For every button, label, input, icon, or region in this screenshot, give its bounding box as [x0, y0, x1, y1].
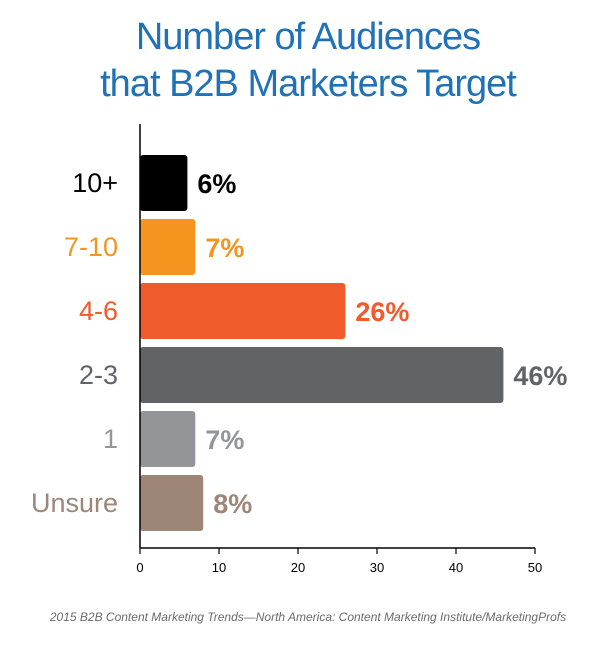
value-label-4: 7% [205, 425, 244, 455]
category-label-1: 7-10 [64, 232, 118, 262]
x-tick-label-4: 40 [449, 560, 463, 575]
x-tick-label-1: 10 [212, 560, 226, 575]
category-label-3: 2-3 [79, 360, 118, 390]
chart-title-line-2: that B2B Marketers Target [100, 63, 517, 105]
category-label-4: 1 [103, 424, 118, 454]
category-label-5: Unsure [31, 488, 118, 518]
bar-0 [140, 155, 188, 211]
bar-4 [140, 411, 196, 467]
bar-2 [140, 283, 346, 339]
bar-1 [140, 219, 196, 275]
category-label-2: 4-6 [79, 296, 118, 326]
value-label-1: 7% [205, 233, 244, 263]
value-label-5: 8% [213, 489, 252, 519]
chart-title-line-1: Number of Audiences [135, 16, 481, 58]
chart-title: Number of Audiences that B2B Marketers T… [0, 14, 616, 108]
category-label-0: 10+ [72, 168, 118, 198]
bar-5 [140, 475, 204, 531]
bar-3 [140, 347, 504, 403]
x-tick-label-3: 30 [370, 560, 384, 575]
x-tick-label-2: 20 [291, 560, 305, 575]
x-tick-label-0: 0 [136, 560, 143, 575]
value-label-0: 6% [197, 169, 236, 199]
source-note: 2015 B2B Content Marketing Trends—North … [49, 610, 567, 624]
value-label-2: 26% [355, 297, 409, 327]
x-tick-label-5: 50 [528, 560, 542, 575]
value-label-3: 46% [513, 361, 567, 391]
